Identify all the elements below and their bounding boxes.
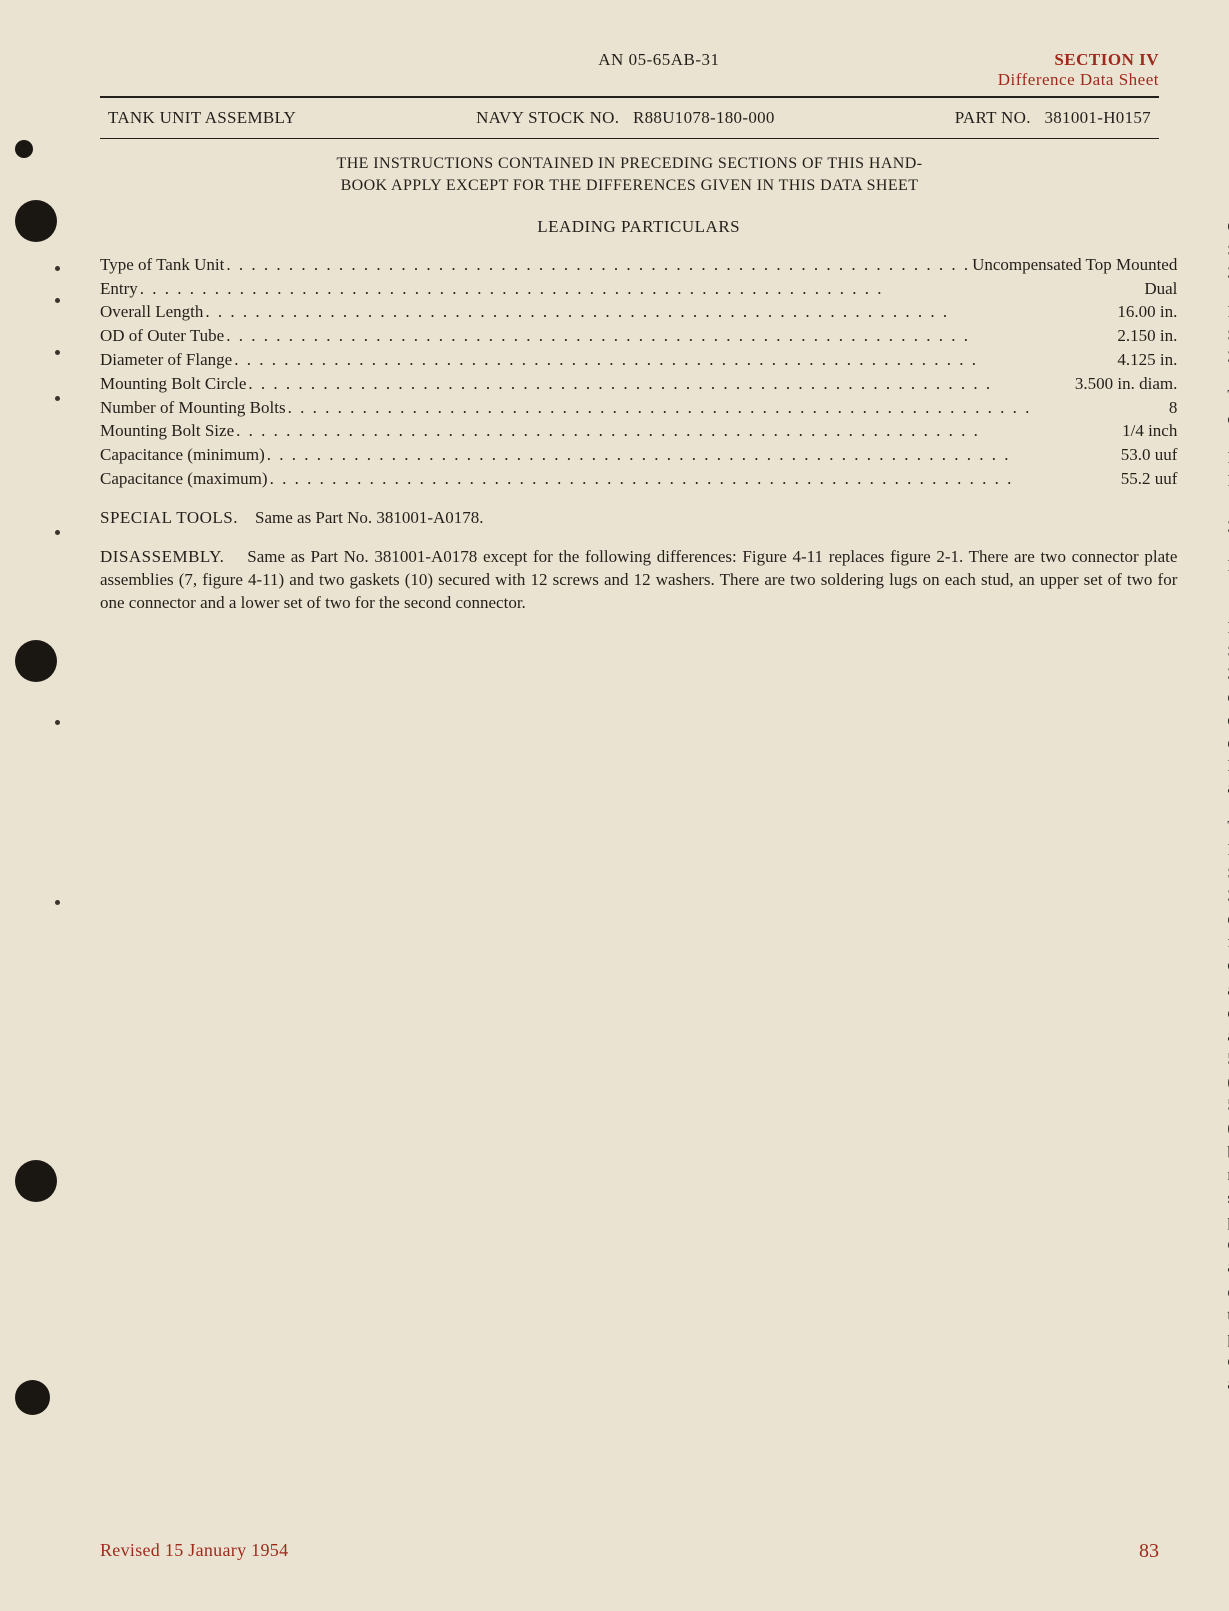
leader-dots: . . . . . . . . . . . . . . . . . . . . … [203, 300, 1117, 324]
particulars-label: Type of Tank Unit [100, 253, 224, 277]
disassembly-head: DISASSEMBLY. [100, 547, 224, 566]
revision-date: Revised 15 January 1954 [100, 1540, 288, 1563]
page-footer: Revised 15 January 1954 83 [100, 1540, 1159, 1563]
special-tools-para: SPECIAL TOOLS. Same as Part No. 381001-A… [100, 507, 1177, 530]
assembly-name: TANK UNIT ASSEMBLY [108, 108, 296, 128]
particulars-row: Capacitance (minimum) . . . . . . . . . … [100, 443, 1177, 467]
particulars-value: 53.0 uuf [1121, 443, 1178, 467]
notice-line: BOOK APPLY EXCEPT FOR THE DIFFERENCES GI… [240, 175, 1020, 197]
particulars-label: Entry [100, 277, 138, 301]
particulars-row: Mounting Bolt Circle . . . . . . . . . .… [100, 372, 1177, 396]
navy-stock-no: R88U1078-180-000 [633, 108, 775, 127]
leader-dots: . . . . . . . . . . . . . . . . . . . . … [224, 253, 972, 277]
leader-dots: . . . . . . . . . . . . . . . . . . . . … [286, 396, 1169, 420]
particulars-label: Overall Length [100, 300, 203, 324]
content-columns: LEADING PARTICULARS Type of Tank Unit . … [100, 216, 1159, 1396]
leader-dots: . . . . . . . . . . . . . . . . . . . . … [224, 324, 1117, 348]
scan-mark [55, 530, 60, 535]
punch-hole [15, 1380, 50, 1415]
particulars-row: Type of Tank Unit . . . . . . . . . . . … [100, 253, 1177, 277]
punch-hole [15, 1160, 57, 1202]
particulars-value: Dual [1144, 277, 1177, 301]
punch-hole [15, 640, 57, 682]
particulars-value: 4.125 in. [1117, 348, 1177, 372]
particulars-row: Number of Mounting Bolts . . . . . . . .… [100, 396, 1177, 420]
instructions-notice: THE INSTRUCTIONS CONTAINED IN PRECEDING … [240, 153, 1020, 198]
particulars-label: Mounting Bolt Size [100, 419, 234, 443]
notice-line: THE INSTRUCTIONS CONTAINED IN PRECEDING … [240, 153, 1020, 175]
leader-dots: . . . . . . . . . . . . . . . . . . . . … [234, 419, 1122, 443]
particulars-row: Entry . . . . . . . . . . . . . . . . . … [100, 277, 1177, 301]
particulars-label: Capacitance (maximum) [100, 467, 268, 491]
particulars-value: 1/4 inch [1122, 419, 1177, 443]
leader-dots: . . . . . . . . . . . . . . . . . . . . … [268, 467, 1121, 491]
scan-mark [55, 900, 60, 905]
doc-id: AN 05-65AB-31 [320, 50, 998, 90]
leading-particulars-heading: LEADING PARTICULARS [100, 216, 1177, 239]
navy-stock-label: NAVY STOCK NO. [476, 108, 619, 127]
particulars-value: 55.2 uuf [1121, 467, 1178, 491]
particulars-value: 3.500 in. diam. [1075, 372, 1177, 396]
particulars-row: Mounting Bolt Size . . . . . . . . . . .… [100, 419, 1177, 443]
particulars-value: 8 [1169, 396, 1178, 420]
special-tools-head: SPECIAL TOOLS. [100, 508, 238, 527]
part-no: 381001-H0157 [1044, 108, 1151, 127]
leader-dots: . . . . . . . . . . . . . . . . . . . . … [246, 372, 1075, 396]
particulars-label: Number of Mounting Bolts [100, 396, 286, 420]
special-tools-body: Same as Part No. 381001-A0178. [255, 508, 484, 527]
section-subtitle: Difference Data Sheet [998, 70, 1159, 90]
part-no-label: PART NO. [955, 108, 1031, 127]
scan-mark [55, 298, 60, 303]
rule [100, 96, 1159, 98]
particulars-list: Type of Tank Unit . . . . . . . . . . . … [100, 253, 1177, 491]
leader-dots: . . . . . . . . . . . . . . . . . . . . … [232, 348, 1117, 372]
particulars-value: Uncompensated Top Mounted [972, 253, 1177, 277]
particulars-row: Overall Length . . . . . . . . . . . . .… [100, 300, 1177, 324]
disassembly-body: Same as Part No. 381001-A0178 except for… [100, 547, 1177, 612]
leader-dots: . . . . . . . . . . . . . . . . . . . . … [265, 443, 1121, 467]
part-info-row: TANK UNIT ASSEMBLY NAVY STOCK NO. R88U10… [100, 100, 1159, 136]
punch-hole [15, 140, 33, 158]
particulars-row: OD of Outer Tube . . . . . . . . . . . .… [100, 324, 1177, 348]
disassembly-para: DISASSEMBLY. Same as Part No. 381001-A01… [100, 546, 1177, 615]
particulars-row: Diameter of Flange . . . . . . . . . . .… [100, 348, 1177, 372]
particulars-value: 16.00 in. [1117, 300, 1177, 324]
section-label: SECTION IV [998, 50, 1159, 70]
particulars-label: OD of Outer Tube [100, 324, 224, 348]
scan-mark [55, 396, 60, 401]
particulars-label: Mounting Bolt Circle [100, 372, 246, 396]
scan-mark [55, 350, 60, 355]
leader-dots: . . . . . . . . . . . . . . . . . . . . … [138, 277, 1145, 301]
particulars-value: 2.150 in. [1117, 324, 1177, 348]
left-column: LEADING PARTICULARS Type of Tank Unit . … [100, 216, 1177, 1396]
page-header: AN 05-65AB-31 SECTION IV Difference Data… [100, 50, 1159, 90]
particulars-label: Diameter of Flange [100, 348, 232, 372]
particulars-row: Capacitance (maximum) . . . . . . . . . … [100, 467, 1177, 491]
punch-hole [15, 200, 57, 242]
rule [100, 138, 1159, 139]
particulars-label: Capacitance (minimum) [100, 443, 265, 467]
scan-mark [55, 266, 60, 271]
scan-mark [55, 720, 60, 725]
page-number: 83 [1139, 1540, 1159, 1563]
